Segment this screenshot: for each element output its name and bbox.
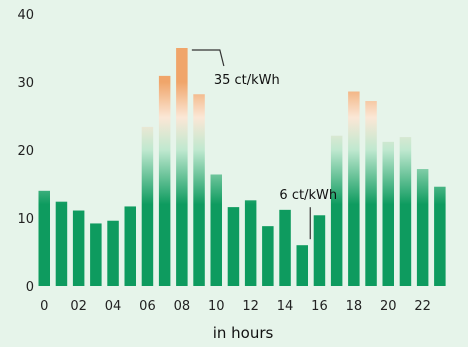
bar (262, 226, 274, 286)
bar (244, 200, 257, 286)
bar (176, 48, 188, 286)
bar (313, 215, 326, 286)
bar (124, 206, 136, 286)
bar (227, 207, 240, 286)
annotation-leader-line (191, 49, 225, 67)
y-tick-label: 0 (26, 280, 34, 295)
annotations: 35 ct/kWh 6 ct/kWh (191, 49, 337, 240)
bar (72, 210, 85, 286)
bar (296, 245, 308, 286)
x-tick-label: 0 (40, 299, 48, 314)
x-tick-label: 02 (70, 299, 87, 314)
x-tick-label: 10 (208, 299, 225, 314)
bar (434, 186, 446, 286)
x-tick-label: 20 (380, 299, 397, 314)
bar (141, 126, 154, 286)
x-tick-label: 04 (105, 299, 122, 314)
bar (365, 101, 377, 286)
bar (158, 75, 171, 286)
bar (330, 135, 343, 286)
bar (55, 201, 68, 286)
x-tick-label: 22 (414, 299, 431, 314)
annotation-label: 35 ct/kWh (214, 73, 280, 88)
bar (38, 190, 50, 286)
y-tick-label: 10 (17, 212, 34, 227)
bar (399, 137, 412, 286)
bar (90, 223, 102, 286)
y-axis: 0 10 20 30 40 (17, 8, 34, 295)
x-tick-label: 08 (174, 299, 191, 314)
x-tick-label: 06 (139, 299, 156, 314)
bar (348, 91, 360, 287)
bar (382, 141, 394, 286)
x-axis: 0 02 04 06 08 10 12 14 16 18 20 22 (40, 299, 431, 314)
bar (416, 169, 429, 286)
y-tick-label: 40 (17, 8, 34, 23)
y-tick-label: 30 (17, 76, 34, 91)
x-axis-title: in hours (213, 324, 274, 342)
annotation-label: 6 ct/kWh (279, 188, 337, 203)
bar (193, 94, 205, 287)
bar (107, 220, 119, 286)
x-tick-label: 16 (311, 299, 328, 314)
bars (38, 48, 446, 287)
x-tick-label: 18 (346, 299, 363, 314)
y-tick-label: 20 (17, 144, 34, 159)
bar (210, 174, 222, 286)
x-tick-label: 14 (277, 299, 294, 314)
bar (279, 209, 291, 286)
x-tick-label: 12 (242, 299, 259, 314)
